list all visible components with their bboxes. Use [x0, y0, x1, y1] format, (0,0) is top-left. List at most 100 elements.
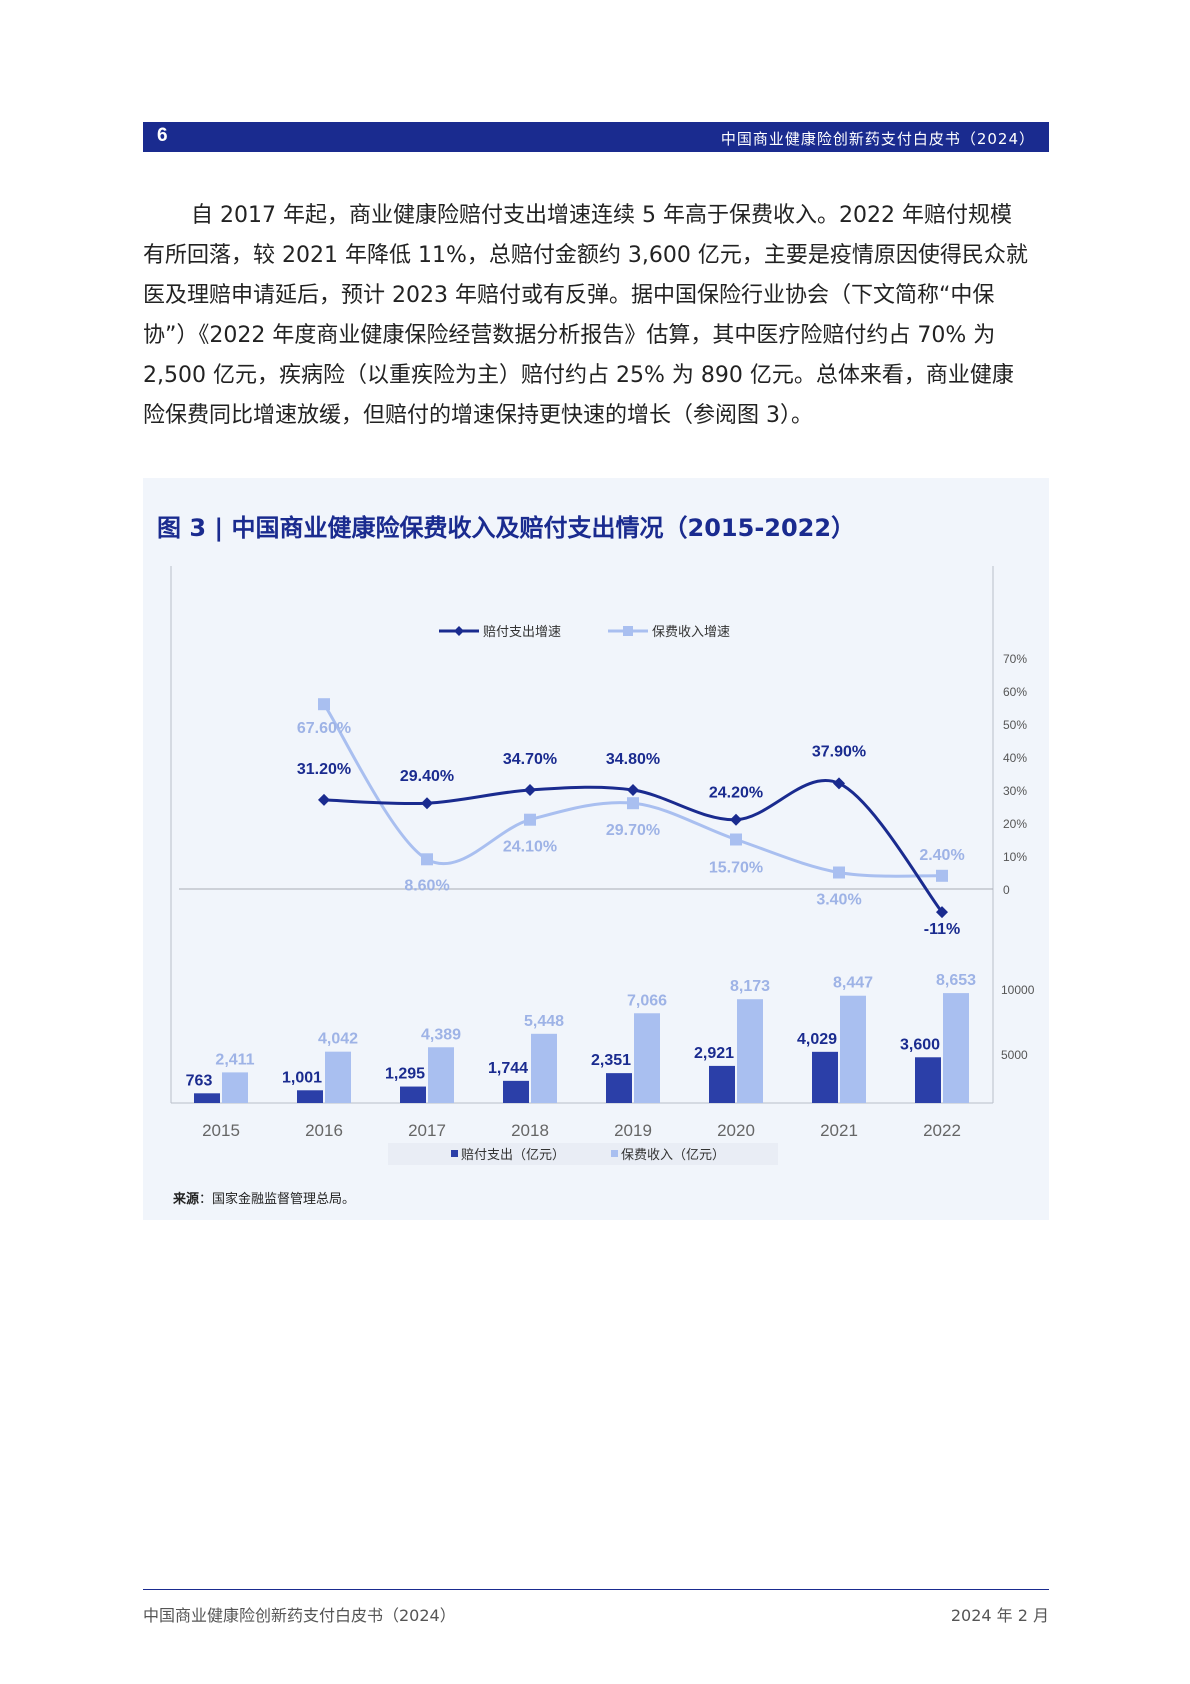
premium-bar-value-label: 2,411: [215, 1051, 254, 1068]
premium-growth-data-label: 15.70%: [709, 860, 763, 877]
premium-growth-data-label: 24.10%: [503, 839, 557, 856]
premium-bar-value-label: 8,173: [730, 978, 770, 995]
claims-bar: [812, 1051, 838, 1103]
legend-claims-growth-label: 赔付支出增速: [483, 624, 561, 639]
claims-growth-point: [318, 793, 330, 806]
claims-growth-point: [730, 813, 742, 826]
line-y-tick-label: 70%: [1003, 652, 1027, 666]
claims-bar-value-label: 1,744: [488, 1060, 528, 1077]
claims-growth-point: [936, 906, 948, 919]
claims-growth-point: [421, 797, 433, 810]
figure-panel: 图 3 | 中国商业健康险保费收入及赔付支出情况（2015-2022） 70% 6…: [143, 478, 1049, 1220]
premium-bar-value-label: 4,042: [318, 1031, 358, 1048]
premium-bar-value-label: 7,066: [627, 992, 667, 1009]
claims-growth-data-label: 34.70%: [503, 751, 557, 768]
footer-title: 中国商业健康险创新药支付白皮书（2024）: [143, 1606, 456, 1625]
claims-growth-point: [627, 784, 639, 796]
body-paragraph: 自 2017 年起，商业健康险赔付支出增速连续 5 年高于保费收入。2022 年…: [143, 196, 1049, 436]
premium-bar: [737, 999, 763, 1103]
premium-bar-value-label: 8,447: [833, 975, 873, 992]
claims-growth-data-label: 24.20%: [709, 785, 763, 802]
x-category-label: 2015: [202, 1121, 240, 1140]
line-y-tick-label: 0: [1003, 883, 1010, 897]
x-category-label: 2016: [305, 1121, 343, 1140]
premium-bar: [531, 1033, 557, 1103]
x-category-label: 2021: [820, 1121, 858, 1140]
claims-bar-value-label: 3,600: [900, 1036, 940, 1053]
line-y-tick-label: 60%: [1003, 685, 1027, 699]
premium-growth-data-label: 8.60%: [404, 877, 449, 894]
premium-bar: [943, 993, 969, 1103]
premium-growth-point: [730, 833, 742, 846]
premium-bar: [428, 1047, 454, 1103]
bar-y-tick-label: 5000: [1001, 1048, 1028, 1062]
premium-bar-value-label: 8,653: [936, 972, 976, 989]
premium-growth-point: [421, 853, 433, 866]
header-title: 中国商业健康险创新药支付白皮书（2024）: [720, 130, 1035, 148]
claims-bar: [400, 1086, 426, 1103]
x-category-label: 2017: [408, 1121, 446, 1140]
figure-title: 图 3 | 中国商业健康险保费收入及赔付支出情况（2015-2022）: [157, 514, 856, 542]
claims-growth-point: [833, 777, 845, 790]
body-line: 有所回落，较 2021 年降低 11%，总赔付金额约 3,600 亿元，主要是疫…: [143, 243, 1028, 268]
premium-bar-value-label: 4,389: [421, 1026, 461, 1043]
premium-bar: [325, 1051, 351, 1103]
legend-premiums-swatch: [611, 1150, 618, 1157]
bar-y-tick-label: 10000: [1001, 983, 1035, 997]
body-line: 医及理赔申请延后，预计 2023 年赔付或有反弹。据中国保险行业协会（下文简称“…: [143, 283, 995, 308]
claims-growth-point: [524, 784, 536, 796]
premium-bar: [222, 1072, 248, 1103]
premium-growth-point: [936, 869, 948, 882]
page-number: 6: [157, 125, 168, 146]
premium-growth-data-label: 29.70%: [606, 822, 660, 839]
claims-bar-value-label: 1,295: [385, 1066, 425, 1083]
legend-premium-growth-label: 保费收入增速: [652, 624, 730, 639]
claims-bar-value-label: 2,921: [694, 1045, 734, 1062]
header-bar: 6 中国商业健康险创新药支付白皮书（2024）: [143, 122, 1049, 152]
footer-date: 2024 年 2 月: [950, 1606, 1049, 1625]
line-y-tick-label: 50%: [1003, 718, 1027, 732]
claims-growth-data-label: 29.40%: [400, 768, 454, 785]
premium-bar: [840, 995, 866, 1103]
claims-bar: [297, 1090, 323, 1103]
combo-chart: 70% 60% 50% 40% 30% 20% 10% 0 赔付支出增速 保费收入增速 31.20%…: [170, 566, 1035, 1165]
premium-growth-point: [833, 866, 845, 879]
legend-premium-growth-marker: [623, 626, 633, 636]
bar-legend-box: [388, 1143, 778, 1165]
premium-bar-value-label: 5,448: [524, 1013, 564, 1030]
line-y-tick-label: 30%: [1003, 784, 1027, 798]
source-text: ：国家金融监督管理总局。: [199, 1192, 356, 1207]
x-category-label: 2022: [923, 1121, 961, 1140]
source-label: 来源: [173, 1192, 200, 1207]
body-line: 险保费同比增速放缓，但赔付的增速保持更快速的增长（参阅图 3）。: [143, 403, 813, 428]
body-line: 2,500 亿元，疾病险（以重疾险为主）赔付约占 25% 为 890 亿元。总体…: [143, 363, 1014, 388]
claims-growth-data-label: 34.80%: [606, 751, 660, 768]
legend-claims-label: 赔付支出（亿元）: [461, 1147, 565, 1162]
body-line: 协”）《2022 年度商业健康保险经营数据分析报告》估算，其中医疗险赔付约占 7…: [143, 323, 996, 348]
line-y-tick-label: 40%: [1003, 751, 1027, 765]
premium-bar: [634, 1013, 660, 1103]
legend-premiums-label: 保费收入（亿元）: [621, 1147, 725, 1162]
footer-divider: [143, 1589, 1049, 1590]
premium-growth-point: [627, 797, 639, 810]
claims-bar: [915, 1057, 941, 1103]
claims-bar-value-label: 763: [186, 1072, 213, 1089]
legend-claims-swatch: [451, 1150, 458, 1157]
line-y-tick-label: 20%: [1003, 817, 1027, 831]
claims-bar-value-label: 4,029: [797, 1031, 837, 1048]
claims-growth-data-label: 31.20%: [297, 761, 351, 778]
source-note: 来源：国家金融监督管理总局。: [173, 1188, 355, 1207]
body-line: 自 2017 年起，商业健康险赔付支出增速连续 5 年高于保费收入。2022 年…: [191, 203, 1012, 228]
premium-growth-data-label: 2.40%: [919, 847, 964, 864]
premium-growth-point: [524, 813, 536, 826]
claims-bar: [606, 1073, 632, 1103]
claims-bar-value-label: 2,351: [591, 1052, 631, 1069]
x-category-label: 2020: [717, 1121, 755, 1140]
claims-growth-data-label: -11%: [924, 921, 960, 938]
premium-growth-data-label: 67.60%: [297, 720, 351, 737]
claims-growth-data-label: 37.90%: [812, 743, 866, 760]
premium-growth-data-label: 3.40%: [816, 892, 861, 909]
claims-bar: [709, 1065, 735, 1103]
claims-bar: [503, 1080, 529, 1103]
claims-bar: [194, 1093, 220, 1103]
